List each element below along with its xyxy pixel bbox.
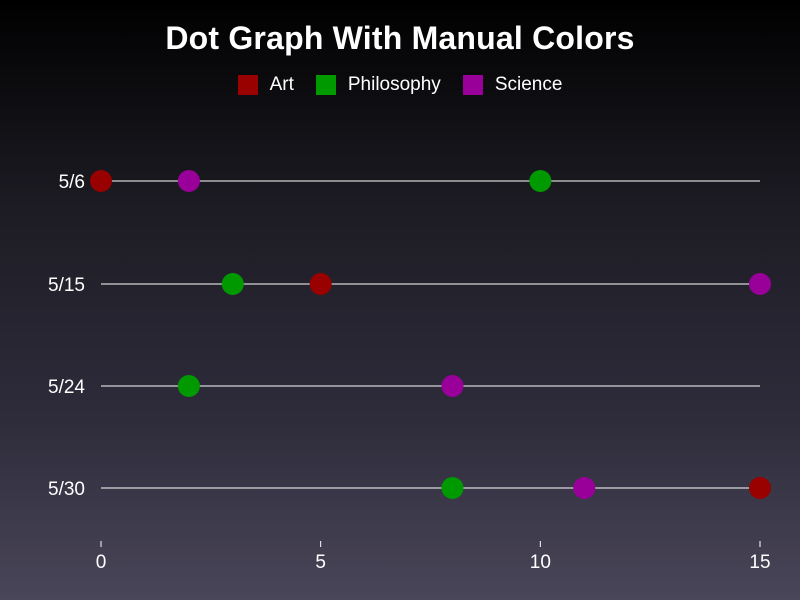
legend: Art Philosophy Science (0, 74, 800, 96)
dot-philosophy (221, 273, 244, 295)
dot-science (573, 477, 596, 499)
dot-science (177, 170, 200, 192)
legend-swatch-art (237, 75, 258, 95)
legend-label-art: Art (269, 74, 294, 95)
y-tick-label: 5/24 (48, 377, 85, 398)
y-tick-label: 5/30 (48, 479, 85, 500)
x-tick-label: 5 (315, 552, 326, 573)
chart-title: Dot Graph With Manual Colors (165, 20, 635, 56)
legend-label-science: Science (494, 74, 563, 95)
legend-item-art: Art (237, 74, 294, 96)
x-tick-label: 10 (530, 552, 551, 573)
dot-philosophy (529, 170, 552, 192)
dot-science (441, 375, 464, 397)
legend-item-philosophy: Philosophy (315, 74, 441, 96)
dot-art (90, 170, 112, 192)
legend-swatch-philosophy (315, 75, 336, 95)
y-tick-label: 5/15 (48, 275, 85, 296)
legend-item-science: Science (462, 74, 563, 96)
legend-swatch-science (462, 75, 483, 95)
y-tick-label: 5/6 (59, 172, 85, 193)
dot-art (309, 273, 332, 295)
legend-label-philosophy: Philosophy (347, 74, 441, 95)
x-tick-label: 0 (96, 552, 107, 573)
dot-philosophy (177, 375, 200, 397)
x-tick-label: 15 (749, 552, 770, 573)
dot-art (749, 477, 771, 499)
dot-philosophy (441, 477, 464, 499)
dot-science (749, 273, 771, 295)
